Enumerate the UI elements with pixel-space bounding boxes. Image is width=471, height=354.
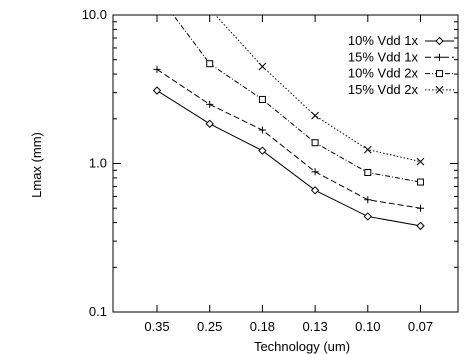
- x-tick-label: 0.10: [355, 319, 380, 334]
- series-2: [172, 15, 424, 186]
- data-point: [311, 168, 319, 176]
- data-point: [435, 36, 444, 46]
- x-axis-label: Technology (um): [254, 339, 350, 354]
- data-point: [363, 212, 373, 221]
- series-line: [156, 69, 421, 209]
- data-point: [152, 86, 162, 95]
- data-point: [363, 145, 372, 154]
- data-point: [206, 60, 214, 68]
- y-axis-label: Lmax (mm): [29, 132, 44, 198]
- x-axis-ticks: 0.35 0.25 0.18 0.13 0.10 0.07: [144, 15, 433, 334]
- series-0: [152, 86, 425, 231]
- data-point: [258, 95, 266, 103]
- data-point: [417, 178, 424, 186]
- series-line: [262, 66, 421, 163]
- x-tick-label: 0.13: [302, 319, 327, 334]
- data-point: [206, 100, 214, 108]
- legend-label: 15% Vdd 1x: [348, 49, 419, 64]
- series-3: [214, 15, 425, 166]
- data-point: [311, 139, 319, 147]
- data-point: [205, 119, 214, 129]
- data-point: [364, 196, 372, 204]
- data-point: [436, 70, 443, 78]
- data-point: [417, 204, 424, 212]
- data-point: [310, 186, 320, 195]
- data-point: [258, 146, 267, 155]
- y-tick-label: 0.1: [89, 304, 107, 319]
- x-tick-label: 0.07: [408, 319, 433, 334]
- series-line-offscale: [172, 15, 211, 64]
- series-line-offscale: [214, 15, 263, 67]
- x-tick-label: 0.18: [250, 319, 275, 334]
- y-tick-label: 10.0: [82, 7, 107, 22]
- series-1: [153, 65, 424, 212]
- legend-label: 15% Vdd 2x: [348, 82, 419, 97]
- series-line: [156, 90, 421, 227]
- data-point: [258, 126, 266, 134]
- data-point: [258, 62, 267, 71]
- x-tick-label: 0.35: [144, 319, 169, 334]
- data-point: [311, 111, 319, 120]
- data-point: [436, 53, 443, 61]
- y-axis-ticks: 0.1 1.0 10.0: [82, 7, 458, 319]
- data-point: [435, 86, 444, 94]
- data-point: [416, 157, 425, 166]
- x-tick-label: 0.25: [197, 319, 222, 334]
- data-point: [153, 65, 161, 73]
- data-point: [364, 168, 372, 176]
- series-layer: [152, 15, 425, 231]
- y-tick-label: 1.0: [89, 156, 107, 171]
- legend-label: 10% Vdd 2x: [348, 66, 419, 81]
- data-point: [416, 221, 425, 231]
- legend-label: 10% Vdd 1x: [348, 33, 419, 48]
